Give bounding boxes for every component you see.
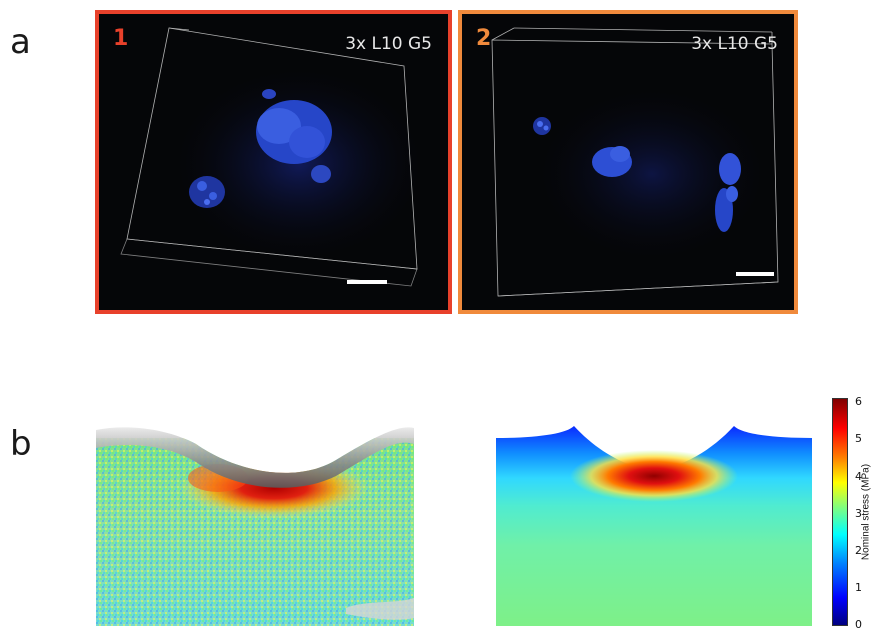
- micrograph-2-label: 3x L10 G5: [691, 34, 778, 54]
- micrograph-1: 1 3x L10 G5: [95, 10, 452, 314]
- micrograph-2-render: [491, 27, 779, 297]
- colorbar-tick-2: 2: [855, 544, 862, 557]
- colorbar-tick-1: 1: [855, 581, 862, 594]
- panel-a-letter: a: [10, 22, 31, 62]
- cell-cluster-small: [533, 117, 551, 135]
- panel-b-letter: b: [10, 424, 32, 464]
- wireframe-box: [120, 27, 418, 287]
- colorbar: [832, 398, 848, 626]
- micrograph-1-number: 1: [113, 26, 129, 51]
- cell-cluster-main: [256, 89, 332, 183]
- scale-bar: [736, 272, 774, 276]
- colorbar-tick-5: 5: [855, 432, 862, 445]
- colorbar-tick-0: 0: [855, 618, 862, 629]
- cell-cluster-center: [592, 146, 632, 177]
- micrograph-2: 2 3x L10 G5: [458, 10, 798, 314]
- colorbar-tick-6: 6: [855, 395, 862, 408]
- cell-cluster-left: [189, 176, 225, 208]
- wireframe-box: [491, 27, 779, 297]
- micrograph-1-render: [120, 27, 429, 287]
- colorbar-tick-4: 4: [855, 470, 862, 483]
- scale-bar: [347, 280, 387, 284]
- colorbar-title: Nominal stress (MPa): [860, 463, 872, 561]
- cell-cluster-right: [715, 153, 741, 232]
- micrograph-2-number: 2: [476, 26, 492, 51]
- experimental-stress-map: [96, 418, 414, 626]
- micrograph-1-label: 3x L10 G5: [345, 34, 432, 54]
- colorbar-tick-3: 3: [855, 507, 862, 520]
- simulated-stress-map: [496, 426, 812, 626]
